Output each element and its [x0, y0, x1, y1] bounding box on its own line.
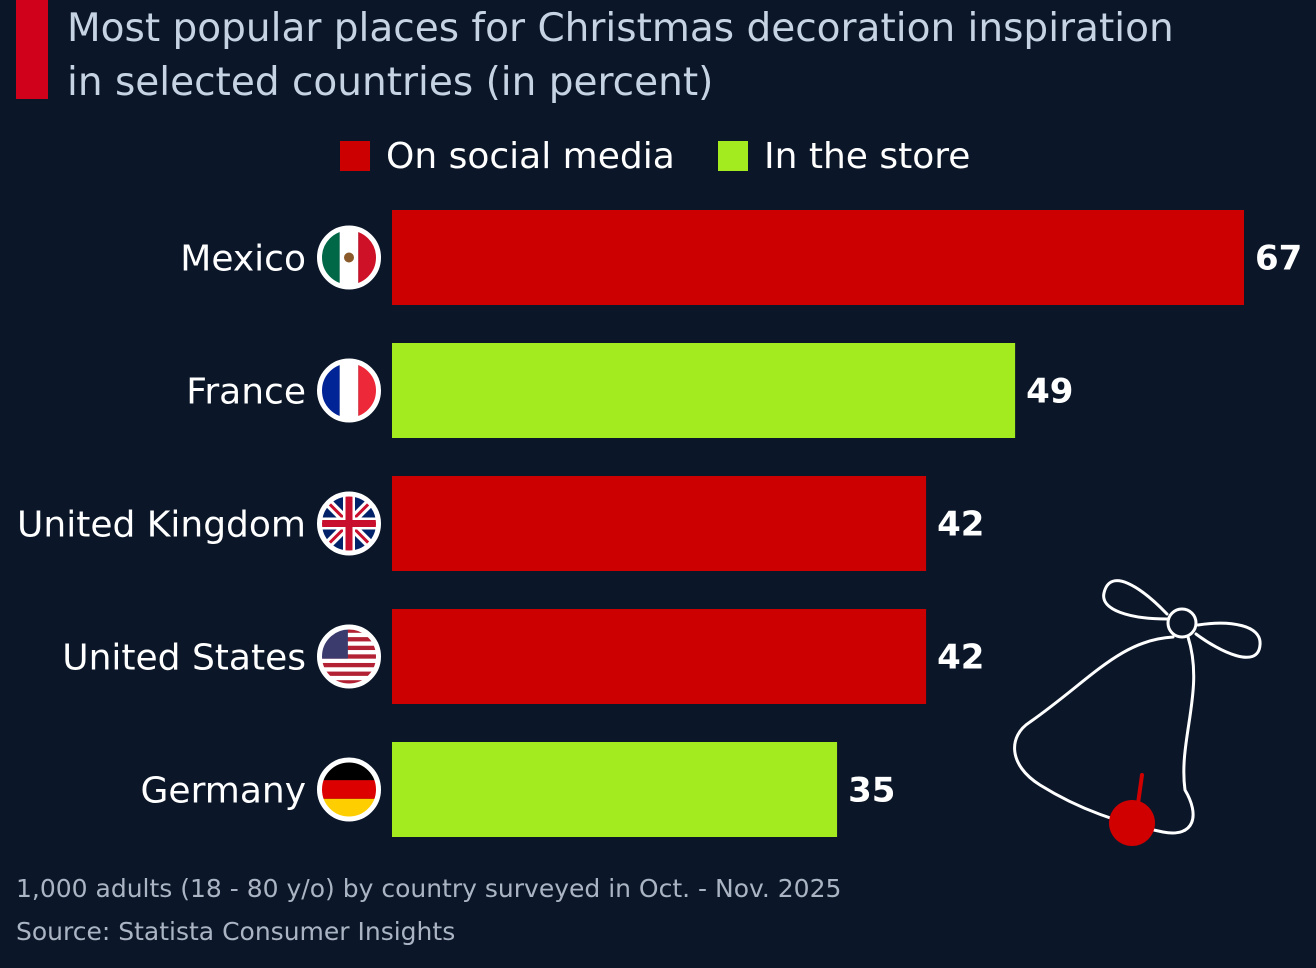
value-label-mexico: 67 [1255, 239, 1302, 279]
category-label-france: France [186, 372, 306, 413]
title-accent-bar [16, 0, 48, 99]
value-label-united-kingdom: 42 [937, 505, 984, 545]
bar-mexico [392, 210, 1244, 305]
us-flag-icon [317, 624, 381, 689]
title-line-2: in selected countries (in percent) [67, 60, 714, 105]
germany-flag-icon [317, 757, 381, 822]
category-label-mexico: Mexico [180, 239, 306, 280]
value-label-germany: 35 [848, 771, 895, 811]
bar-france [392, 343, 1016, 438]
value-label-united-states: 42 [937, 638, 984, 678]
survey-note: 1,000 adults (18 - 80 y/o) by country su… [16, 874, 842, 903]
bar-germany [392, 742, 838, 837]
source-note: Source: Statista Consumer Insights [16, 917, 456, 946]
christmas-bell-icon [1013, 579, 1262, 846]
category-label-germany: Germany [141, 771, 306, 812]
legend-swatch-in-store [718, 141, 748, 171]
legend-item-social-media: On social media [340, 130, 675, 182]
mexico-flag-icon [317, 225, 381, 290]
legend-label-social-media: On social media [386, 135, 675, 177]
legend-item-in-store: In the store [718, 130, 970, 182]
legend-swatch-social-media [340, 141, 370, 171]
legend-label-in-store: In the store [764, 135, 971, 177]
value-label-france: 49 [1026, 372, 1073, 412]
category-label-united-states: United States [62, 638, 306, 679]
chart-title: Most popular places for Christmas decora… [67, 2, 1297, 110]
legend: On social media In the store [0, 130, 1316, 182]
bar-united-states [392, 609, 927, 704]
title-line-1: Most popular places for Christmas decora… [67, 6, 1174, 51]
bar-united-kingdom [392, 476, 927, 571]
category-label-united-kingdom: United Kingdom [17, 505, 306, 546]
uk-flag-icon [317, 491, 381, 556]
france-flag-icon [317, 358, 381, 423]
